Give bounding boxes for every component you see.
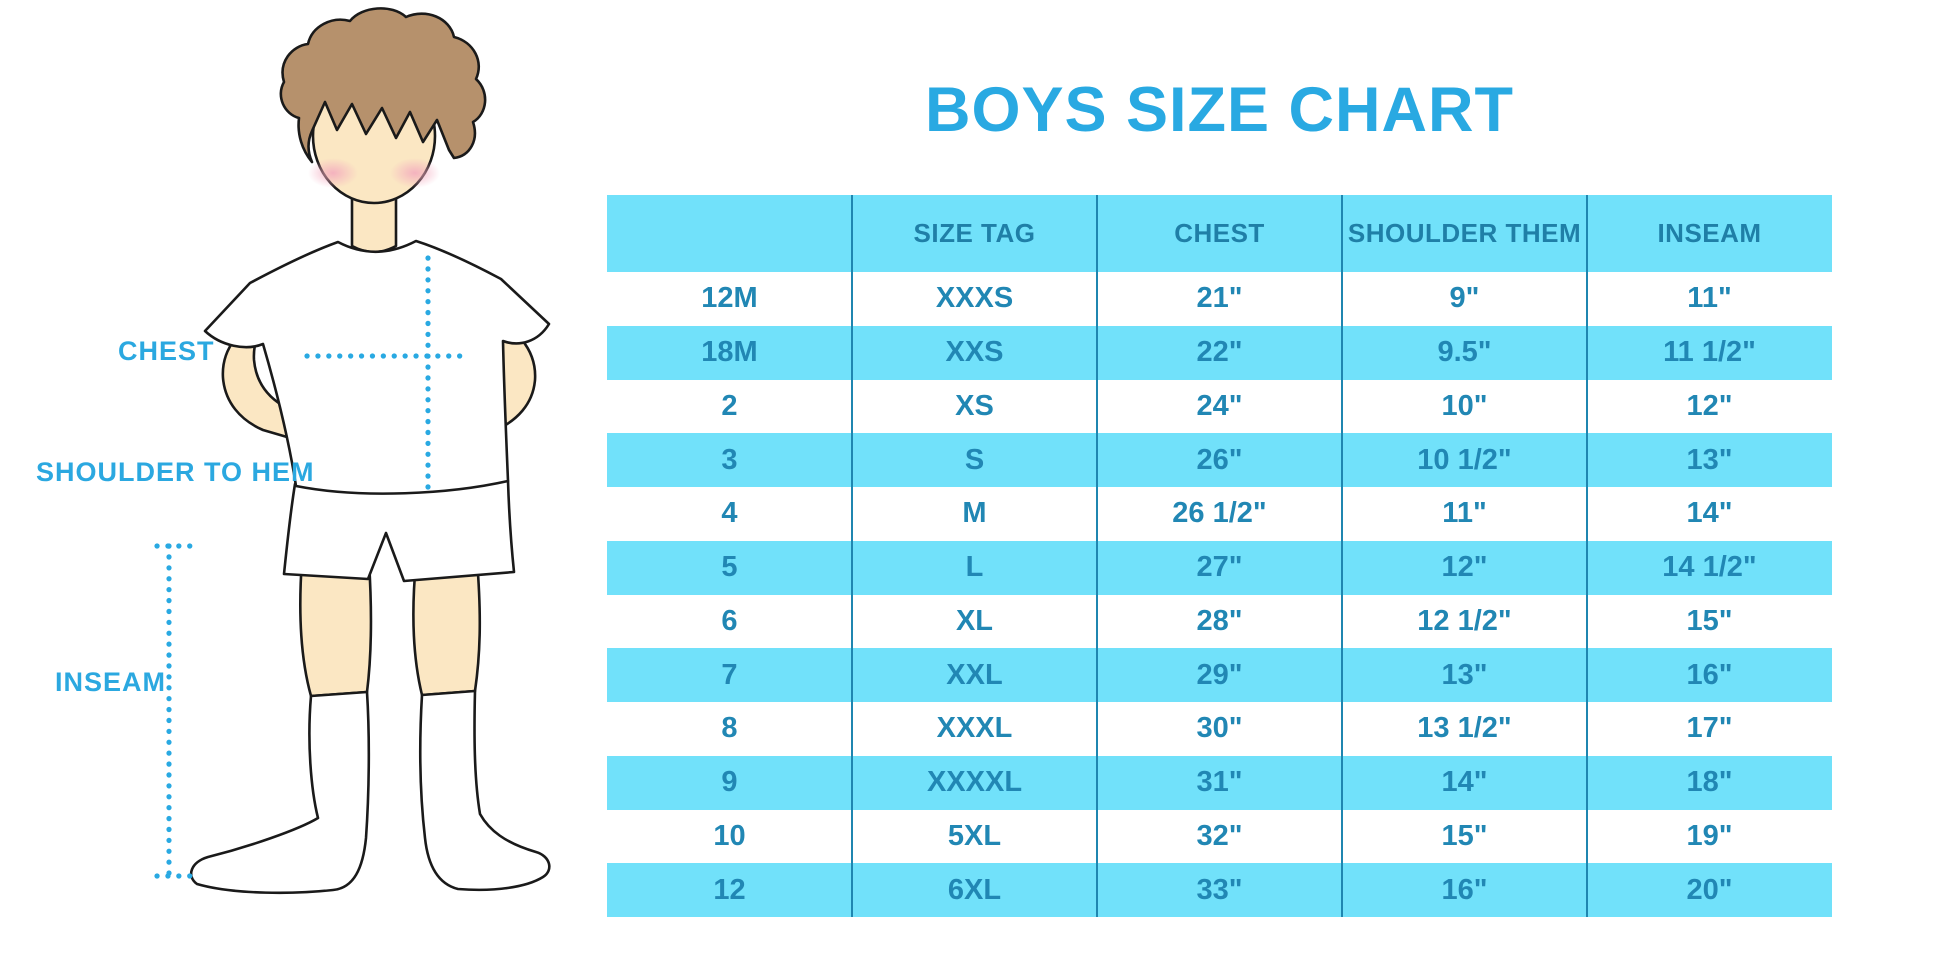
table-cell: XS (955, 389, 994, 422)
table-cell: 26" (1097, 433, 1342, 487)
table-cell: 18" (1587, 755, 1832, 810)
boy-measurement-diagram (154, 7, 551, 895)
table-cell: 32" (1196, 819, 1243, 852)
table-cell: 11" (1442, 497, 1487, 530)
table-cell: 10 (713, 819, 746, 852)
shoulder-to-hem-label: SHOULDER TO HEM (36, 457, 315, 487)
table-cell: XXS (852, 325, 1097, 380)
table-cell: 6XL (852, 863, 1097, 917)
table-cell: XXXXL (852, 755, 1097, 810)
column-separator-2 (1096, 195, 1098, 917)
table-cell: L (852, 540, 1097, 595)
table-cell: 21" (1196, 282, 1243, 315)
table-cell: 12M (701, 282, 758, 315)
right-sock (419, 689, 551, 892)
table-cell: 12 1/2" (1417, 604, 1512, 637)
table-cell: 14" (1342, 755, 1587, 810)
table-cell: 9" (1449, 282, 1480, 315)
table-cell: 11" (1687, 282, 1732, 315)
table-cell: 13" (1342, 648, 1587, 702)
table-cell: 3 (607, 433, 852, 487)
table-cell: 28" (1196, 604, 1243, 637)
shorts (282, 479, 516, 583)
blush-cheeks (308, 158, 440, 188)
header-cell: SHOULDER THEM (1342, 195, 1587, 272)
table-cell: 12" (1342, 540, 1587, 595)
table-cell: 22" (1097, 325, 1342, 380)
table-cell: 16" (1342, 863, 1587, 917)
table-cell: 30" (1196, 712, 1243, 745)
table-cell: 14" (1686, 497, 1733, 530)
header-cell: CHEST (1097, 195, 1342, 272)
table-cell: 10" (1441, 389, 1488, 422)
left-sock (189, 690, 371, 895)
table-cell: 17" (1686, 712, 1733, 745)
table-cell: 18M (607, 325, 852, 380)
table-cell: 10 1/2" (1342, 433, 1587, 487)
size-chart-grid: SIZE TAG CHEST SHOULDER THEM INSEAM 12M XXXS 2… (607, 195, 1832, 917)
table-cell: 26 1/2" (1172, 497, 1267, 530)
table-cell: 27" (1097, 540, 1342, 595)
table-cell: 8 (721, 712, 738, 745)
table-cell: 14 1/2" (1587, 540, 1832, 595)
table-cell: 2 (721, 389, 738, 422)
table-cell: 24" (1196, 389, 1243, 422)
left-leg (299, 558, 373, 698)
table-cell: 4 (721, 497, 738, 530)
header-cell: INSEAM (1587, 195, 1832, 272)
table-cell: 9.5" (1342, 325, 1587, 380)
table-cell: 19" (1686, 819, 1733, 852)
t-shirt (203, 239, 551, 495)
table-cell: 13" (1587, 433, 1832, 487)
inseam-label: INSEAM (55, 667, 167, 697)
table-cell: 20" (1587, 863, 1832, 917)
table-cell: M (962, 497, 987, 530)
table-cell: 11 1/2" (1587, 325, 1832, 380)
hair (279, 7, 487, 164)
table-cell: 15" (1686, 604, 1733, 637)
table-cell: 5XL (947, 819, 1002, 852)
table-cell: XXL (852, 648, 1097, 702)
table-cell: 33" (1097, 863, 1342, 917)
table-cell: 29" (1097, 648, 1342, 702)
table-cell: 16" (1587, 648, 1832, 702)
header-cell-empty (607, 195, 852, 272)
table-cell: 12" (1686, 389, 1733, 422)
table-cell: 15" (1441, 819, 1488, 852)
measurement-dotted-lines (154, 255, 466, 879)
table-cell: 31" (1097, 755, 1342, 810)
size-chart-table: SIZE TAG CHEST SHOULDER THEM INSEAM 12M XXXS 2… (607, 195, 1832, 917)
column-separator-1 (851, 195, 853, 917)
table-cell: 7 (607, 648, 852, 702)
table-cell: XXXS (935, 282, 1014, 315)
table-cell: 9 (607, 755, 852, 810)
column-separator-4 (1586, 195, 1588, 917)
chest-label: CHEST (118, 336, 215, 366)
table-cell: 12 (607, 863, 852, 917)
page-title: BOYS SIZE CHART (924, 75, 1515, 146)
table-cell: XXXL (936, 712, 1013, 745)
column-separator-3 (1341, 195, 1343, 917)
table-cell: XL (955, 604, 994, 637)
table-cell: S (852, 433, 1097, 487)
table-cell: 13 1/2" (1417, 712, 1512, 745)
header-cell: SIZE TAG (852, 195, 1097, 272)
table-cell: 5 (607, 540, 852, 595)
table-cell: 6 (721, 604, 738, 637)
